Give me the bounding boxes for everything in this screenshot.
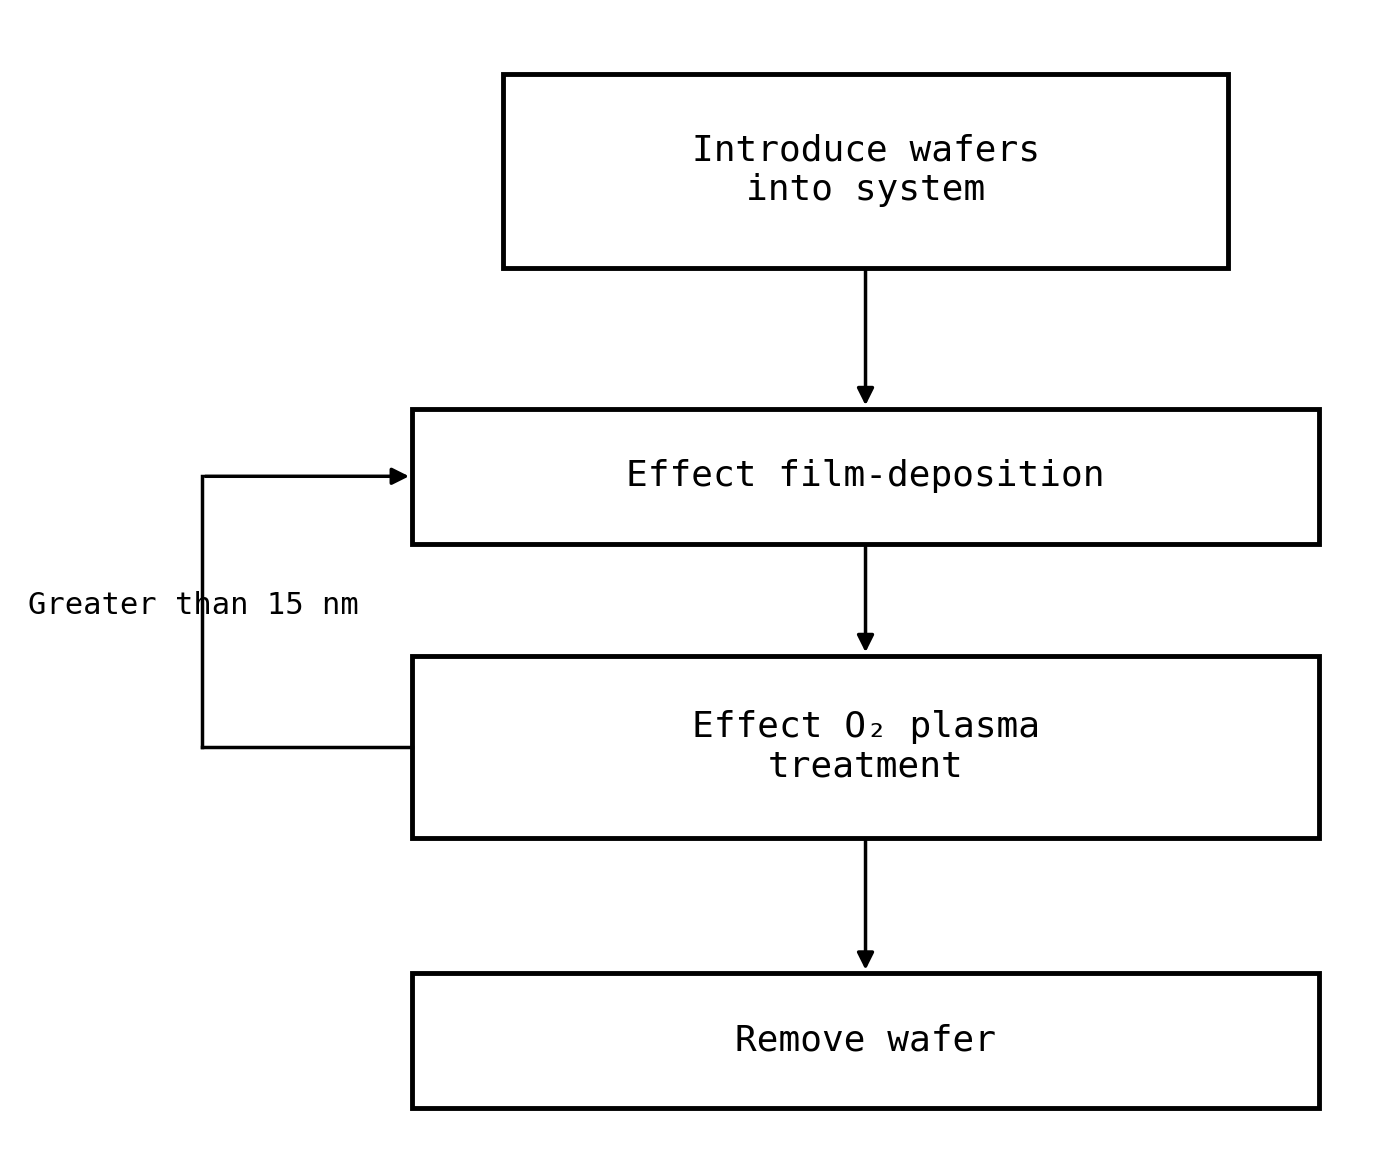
Text: Greater than 15 nm: Greater than 15 nm: [28, 592, 359, 620]
Bar: [412, 974, 1319, 1108]
Text: Introduce wafers
into system: Introduce wafers into system: [691, 134, 1040, 207]
Text: Remove wafer: Remove wafer: [736, 1024, 995, 1057]
Text: Effect O₂ plasma
treatment: Effect O₂ plasma treatment: [691, 710, 1040, 783]
Bar: [412, 409, 1319, 543]
Text: Effect film-deposition: Effect film-deposition: [627, 460, 1104, 493]
Bar: [412, 656, 1319, 837]
Bar: [503, 73, 1228, 268]
